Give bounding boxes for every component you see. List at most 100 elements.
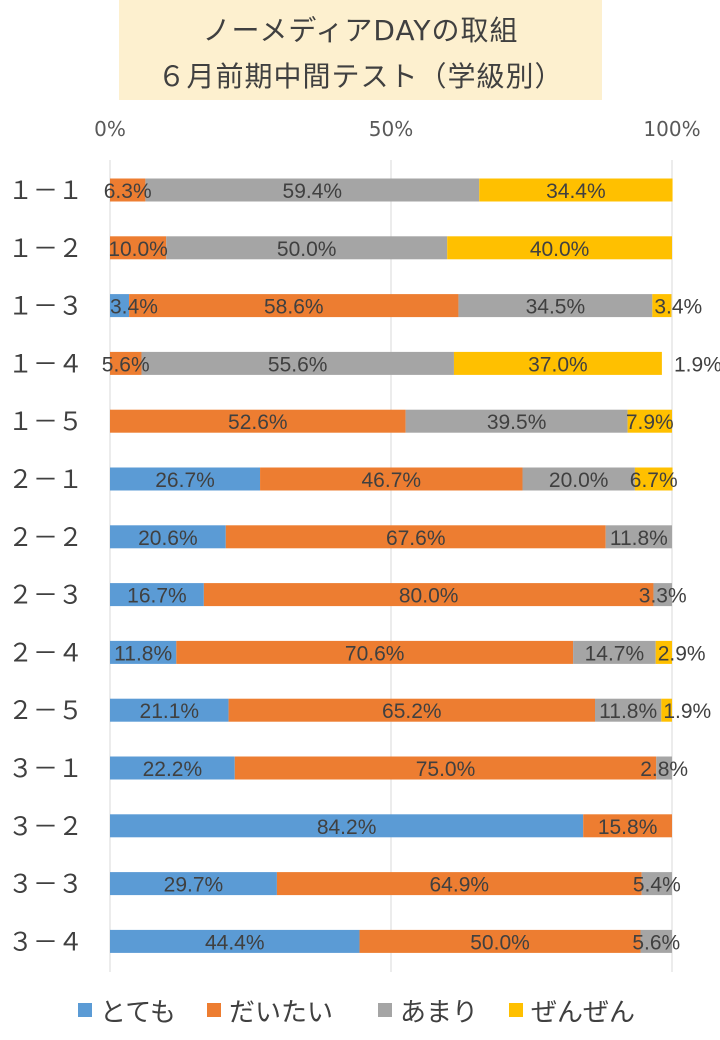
bar-segment [655,640,672,664]
bar-segment [359,929,641,953]
legend-swatch [78,1003,92,1017]
bar-segment [110,294,130,318]
bar-segment [110,756,235,780]
bar-segment [595,698,662,722]
data-label: 10.0% [108,238,168,261]
data-label: 40.0% [530,238,590,261]
bar-segment [583,814,672,838]
bar-segment [110,178,146,202]
bar-segment [447,236,672,260]
legend-item: あまり [378,990,478,1030]
bar-segment [652,294,672,318]
stacked-bar-chart: 0% 50% 100% １－１ 6.3% 59.4% 34.4% １－２ 10.0% 50.0% 4… [8,117,720,972]
bar-segment [260,467,523,491]
bar-segment [453,351,662,375]
data-label: 34.5% [526,296,586,319]
category-label: ３－４ [8,927,83,956]
data-label: 5.4% [633,874,681,897]
data-label: 84.2% [317,816,377,839]
bar-segment [641,872,672,896]
data-label: 21.1% [140,700,200,723]
legend-label: ぜんぜん [531,997,636,1028]
bar-segment [110,698,229,722]
category-label: ３－２ [8,812,83,841]
bar-segment [110,814,584,838]
data-label: 44.4% [205,931,265,954]
data-label: 70.6% [345,642,405,665]
legend-label: あまり [400,997,479,1028]
bar-segment [129,294,459,318]
bar-segment [405,409,628,433]
data-label: 58.6% [264,296,324,319]
legend-swatch [509,1003,523,1017]
bar-segment [634,467,673,491]
bar-segment [203,583,654,607]
bar-segment [225,525,606,549]
data-label: 64.9% [430,874,490,897]
data-label: 20.6% [138,527,198,550]
bar-segment [573,640,656,664]
data-label: 2.9% [658,642,706,665]
data-label: 11.8% [610,527,668,550]
data-label: 2.8% [640,758,688,781]
category-label: １－４ [8,349,83,378]
legend-label: とても [100,997,176,1028]
bar-segment [110,525,226,549]
data-label: 6.3% [104,180,152,203]
bar-segment [110,351,142,375]
data-label: 50.0% [277,238,337,261]
x-tick-label: 100% [643,117,700,141]
data-label: 14.7% [585,642,645,665]
category-label: ３－３ [8,870,83,899]
data-label: 7.9% [626,411,674,434]
category-label: １－１ [8,176,83,205]
bar-segment [176,640,574,664]
data-label: 6.7% [630,469,678,492]
data-label: 52.6% [228,411,288,434]
data-label: 11.8% [599,700,657,723]
bar-segment [656,756,672,780]
category-label: ２－２ [8,523,83,552]
data-label: 55.6% [268,353,328,376]
bar-segment [228,698,596,722]
bar-segment [145,178,480,202]
bar-segment [234,756,657,780]
bar-segment [110,409,406,433]
chart-title-box: ノーメディアDAYの取組 ６月前期中間テスト（学級別） [119,0,602,100]
legend-label: だいたい [229,997,334,1028]
category-label: ２－１ [8,465,83,494]
bar-segment [110,872,277,896]
data-label: 39.5% [487,411,547,434]
bar-segment [166,236,448,260]
bar-segment [653,583,672,607]
legend-swatch [378,1003,392,1017]
data-label: 16.7% [127,585,187,608]
category-label: ３－１ [8,754,83,783]
bar-segment [661,698,672,722]
category-label: １－２ [8,234,83,263]
bar-segment [110,583,204,607]
legend-item: ぜんぜん [509,990,635,1030]
category-label: ２－５ [8,696,83,725]
bar-segment [640,929,672,953]
data-label: 75.0% [416,758,476,781]
x-tick-label: 50% [369,117,413,141]
data-label: 65.2% [382,700,442,723]
bar-segment [276,872,642,896]
category-label: ２－３ [8,581,83,610]
data-label: 15.8% [598,816,658,839]
x-tick-label: 0% [94,117,126,141]
bar-segment [110,640,177,664]
data-label: 3.3% [639,585,687,608]
data-label: 3.4% [654,296,702,319]
legend-item: とても [78,990,176,1030]
bar-segment [110,467,261,491]
chart-title-line-1: ノーメディアDAYの取組 [202,14,519,47]
data-label: 29.7% [164,874,224,897]
legend-swatch [207,1003,221,1017]
data-label: 22.2% [143,758,203,781]
data-label: 37.0% [528,353,588,376]
data-label: 26.7% [155,469,215,492]
data-label: 20.0% [549,469,609,492]
bar-segment [110,236,167,260]
